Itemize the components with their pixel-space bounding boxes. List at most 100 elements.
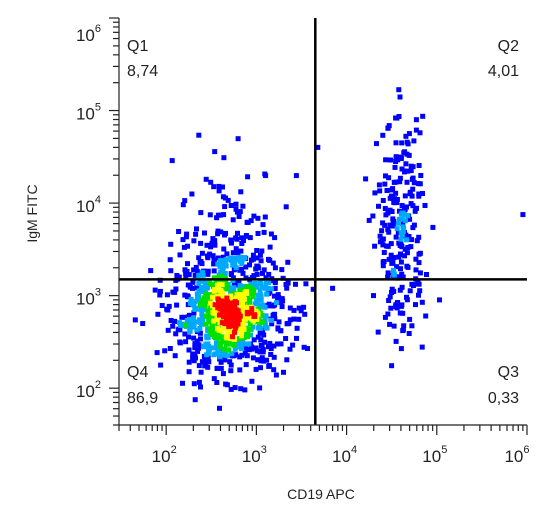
- event-point: [403, 161, 409, 167]
- event-point: [419, 344, 425, 350]
- event-point: [254, 255, 260, 261]
- event-point: [185, 294, 190, 300]
- event-point: [240, 270, 246, 276]
- event-point: [271, 312, 277, 318]
- event-point: [404, 237, 409, 243]
- event-point: [250, 294, 256, 300]
- event-point: [247, 301, 253, 307]
- event-point: [190, 351, 196, 357]
- event-point: [199, 359, 205, 365]
- event-point: [278, 300, 284, 305]
- event-point: [394, 264, 400, 270]
- event-point: [217, 354, 223, 360]
- event-point: [430, 224, 436, 230]
- event-point: [409, 193, 415, 199]
- event-point: [236, 214, 242, 219]
- quadrant-name: Q2: [498, 38, 519, 55]
- event-point: [387, 222, 393, 228]
- event-point: [381, 259, 387, 264]
- event-point: [197, 330, 203, 336]
- event-point: [214, 334, 220, 340]
- event-point: [216, 335, 222, 341]
- event-point: [221, 155, 227, 161]
- event-point: [251, 283, 257, 289]
- event-point: [264, 291, 270, 297]
- event-point: [392, 164, 398, 170]
- event-point: [204, 352, 210, 358]
- event-point: [194, 298, 200, 304]
- event-point: [239, 293, 245, 299]
- event-point: [237, 313, 243, 319]
- event-point: [223, 263, 229, 269]
- event-point: [387, 195, 393, 201]
- event-point: [192, 345, 198, 351]
- event-point: [298, 308, 304, 314]
- event-point: [191, 267, 197, 273]
- event-point: [140, 321, 146, 326]
- event-point: [244, 311, 250, 317]
- event-point: [403, 133, 409, 139]
- event-point: [229, 313, 234, 319]
- event-point: [182, 198, 188, 204]
- event-point: [376, 203, 381, 209]
- event-point: [249, 306, 255, 312]
- event-point: [224, 335, 230, 341]
- event-point: [255, 231, 261, 236]
- event-point: [218, 270, 224, 275]
- event-point: [215, 255, 221, 261]
- event-point: [203, 321, 209, 327]
- event-point: [231, 280, 237, 286]
- event-point: [204, 242, 210, 248]
- event-point: [186, 369, 192, 375]
- event-point: [397, 310, 403, 316]
- event-point: [132, 317, 138, 323]
- event-point: [266, 363, 272, 369]
- event-point: [199, 250, 205, 256]
- event-point: [374, 141, 379, 147]
- event-point: [177, 320, 183, 326]
- event-point: [255, 215, 261, 221]
- event-point: [268, 231, 274, 237]
- event-point: [191, 238, 197, 244]
- y-axis: 102 103 104 105 106: [76, 17, 119, 426]
- event-point: [157, 288, 163, 294]
- event-point: [228, 362, 234, 368]
- event-point: [191, 315, 196, 321]
- event-point: [230, 334, 235, 340]
- event-point: [254, 297, 260, 303]
- event-point: [247, 235, 253, 241]
- event-point: [208, 179, 214, 185]
- event-point: [405, 264, 411, 270]
- event-point: [408, 168, 414, 174]
- event-point: [242, 350, 248, 356]
- event-point: [398, 156, 404, 161]
- event-point: [205, 285, 210, 291]
- event-point: [210, 236, 216, 242]
- event-point: [202, 303, 208, 309]
- event-point: [196, 379, 202, 385]
- event-point: [164, 292, 170, 298]
- event-point: [231, 290, 237, 296]
- event-point: [198, 240, 204, 246]
- event-point: [216, 299, 221, 305]
- event-point: [182, 331, 188, 337]
- event-point: [248, 332, 254, 338]
- event-point: [217, 288, 223, 294]
- event-point: [250, 318, 256, 324]
- event-point: [205, 255, 211, 261]
- event-point: [191, 299, 197, 305]
- event-point: [293, 281, 298, 287]
- event-point: [185, 261, 190, 267]
- event-point: [424, 272, 429, 277]
- event-point: [230, 286, 236, 292]
- event-point: [191, 335, 197, 341]
- event-point: [225, 301, 231, 306]
- event-point: [416, 234, 422, 240]
- event-point: [399, 216, 405, 222]
- event-point: [251, 213, 257, 219]
- event-point: [241, 238, 246, 244]
- event-point: [259, 312, 265, 318]
- event-point: [363, 176, 369, 182]
- event-point: [394, 305, 400, 311]
- event-point: [256, 325, 261, 331]
